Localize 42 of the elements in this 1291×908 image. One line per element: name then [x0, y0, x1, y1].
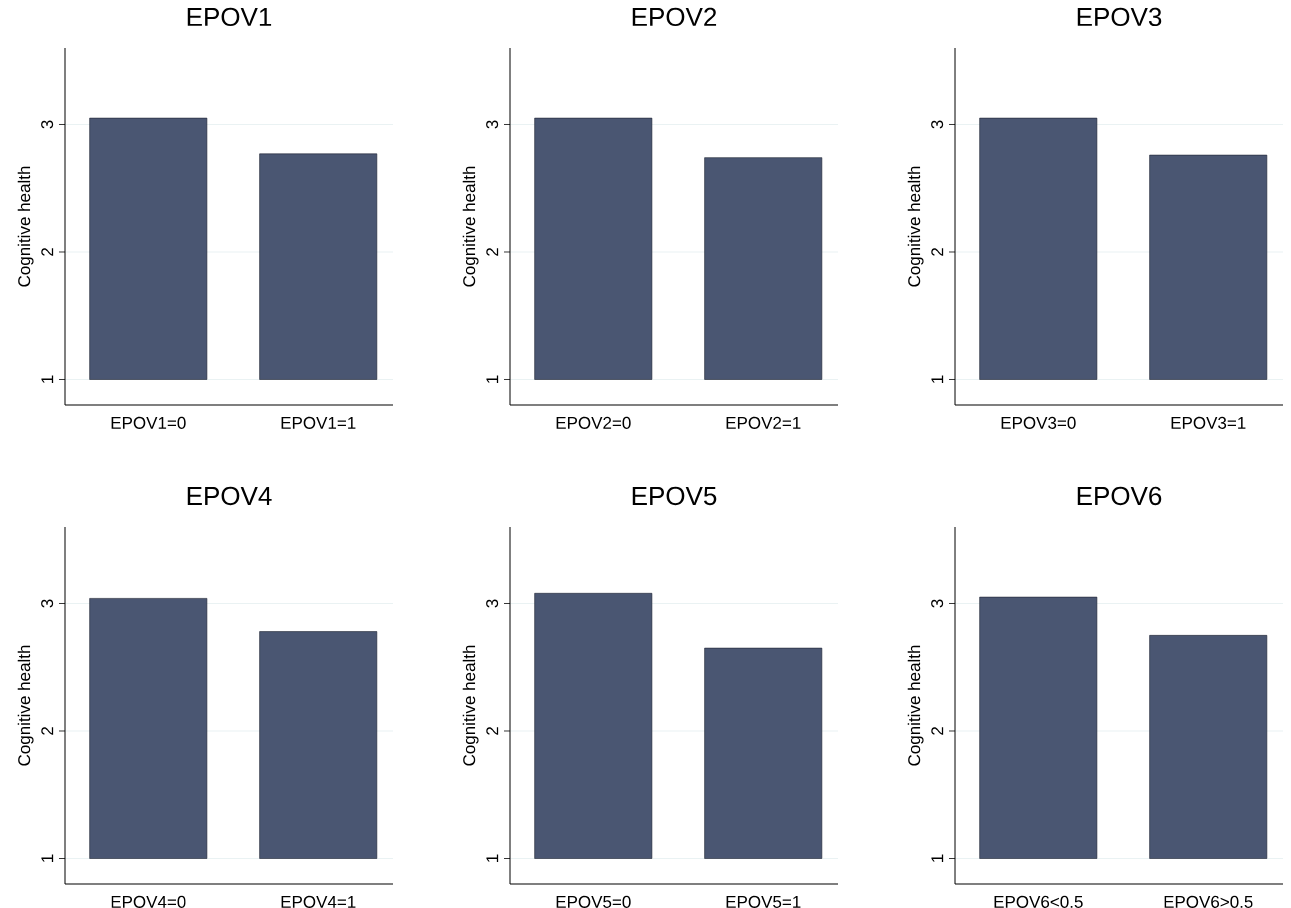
y-axis-title: Cognitive health [462, 166, 479, 287]
x-tick-label: EPOV5=1 [726, 895, 801, 908]
y-tick-label: 1 [41, 854, 54, 862]
x-tick-label: EPOV4=0 [111, 895, 186, 908]
y-axis-title: Cognitive health [462, 645, 479, 766]
x-tick-label: EPOV6<0.5 [994, 895, 1083, 908]
y-tick-label: 3 [486, 599, 499, 608]
x-tick-label: EPOV3=0 [1001, 416, 1076, 429]
y-tick-label: 3 [41, 120, 54, 129]
y-tick-label: 3 [931, 120, 944, 129]
x-tick-label: EPOV4=1 [281, 895, 356, 908]
x-tick-label: EPOV2=0 [556, 416, 631, 429]
y-axis-title: Cognitive health [907, 645, 924, 766]
chart-title: EPOV4 [187, 486, 272, 506]
chart-title: EPOV6 [1077, 486, 1162, 506]
y-tick-label: 1 [486, 375, 499, 383]
chart-title: EPOV3 [1077, 7, 1162, 27]
y-tick-label: 3 [486, 120, 499, 129]
y-axis-title: Cognitive health [17, 645, 34, 766]
y-tick-label: 2 [486, 248, 499, 256]
x-tick-label: EPOV1=0 [111, 416, 186, 429]
chart-title: EPOV5 [632, 486, 717, 506]
y-tick-label: 2 [41, 727, 54, 735]
x-tick-label: EPOV2=1 [726, 416, 801, 429]
y-axis-title: Cognitive health [907, 166, 924, 287]
y-tick-label: 1 [931, 375, 944, 383]
x-tick-label: EPOV3=1 [1171, 416, 1246, 429]
y-tick-label: 2 [486, 727, 499, 735]
y-tick-label: 1 [486, 854, 499, 862]
y-tick-label: 2 [41, 248, 54, 256]
chart-title: EPOV2 [632, 7, 717, 27]
y-tick-label: 3 [41, 599, 54, 608]
x-tick-label: EPOV5=0 [556, 895, 631, 908]
x-tick-label: EPOV6>0.5 [1164, 895, 1253, 908]
y-tick-label: 1 [931, 854, 944, 862]
y-tick-label: 3 [931, 599, 944, 608]
y-tick-label: 1 [41, 375, 54, 383]
chart-title: EPOV1 [187, 7, 272, 27]
x-tick-label: EPOV1=1 [281, 416, 356, 429]
y-axis-title: Cognitive health [17, 166, 34, 287]
y-tick-label: 2 [931, 248, 944, 256]
y-tick-label: 2 [931, 727, 944, 735]
